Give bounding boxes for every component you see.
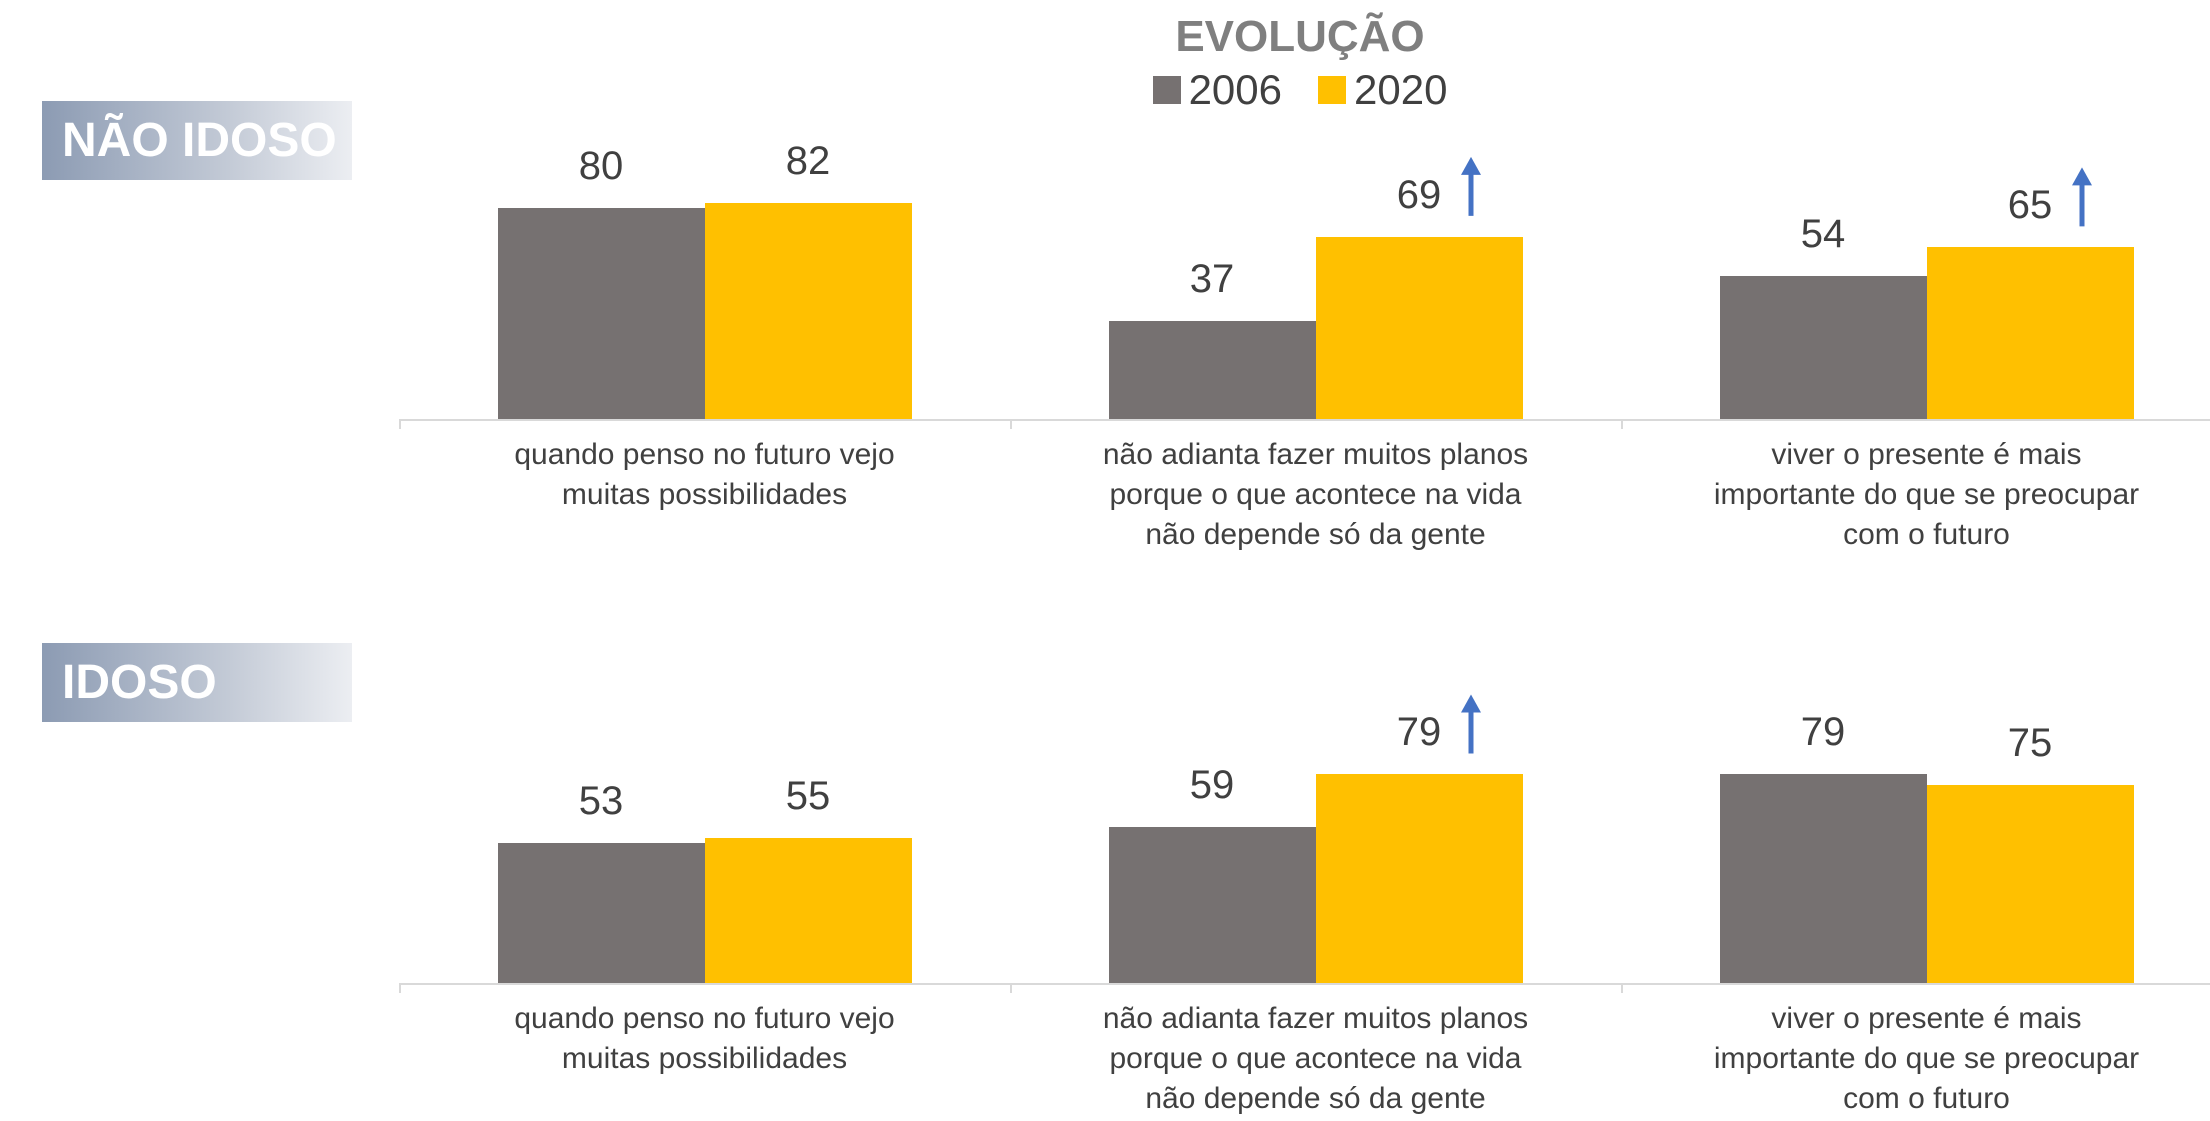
value-label: 79 bbox=[1800, 710, 1846, 755]
bar bbox=[497, 843, 705, 983]
value-label: 75 bbox=[2007, 721, 2053, 765]
x-tick bbox=[1010, 419, 1012, 429]
legend-item: 2006 bbox=[1152, 66, 1282, 114]
value-label: 59 bbox=[1189, 763, 1235, 808]
bar bbox=[1719, 774, 1927, 983]
value-label: 54 bbox=[1800, 212, 1846, 257]
x-tick bbox=[1621, 419, 1623, 429]
value-label: 79 bbox=[1396, 710, 1442, 755]
chart-title: EVOLUÇÃO bbox=[1175, 12, 1425, 61]
panel-box bbox=[42, 101, 352, 180]
value-label: 53 bbox=[578, 779, 624, 824]
legend: 2006 2020 bbox=[1000, 66, 1600, 114]
panel-title: IDOSO bbox=[62, 656, 217, 709]
bar bbox=[1108, 321, 1316, 419]
x-tick-label: não adianta fazer muitos planos porque o… bbox=[1102, 1002, 1529, 1115]
panel-title: NÃO IDOSO bbox=[62, 114, 337, 167]
bar bbox=[1315, 774, 1523, 983]
bar bbox=[1315, 236, 1523, 419]
x-tick bbox=[1010, 983, 1012, 993]
value-label: 80 bbox=[578, 143, 624, 188]
legend-label: 2020 bbox=[1354, 66, 1448, 113]
value-label: 69 bbox=[1396, 172, 1442, 217]
legend-swatch bbox=[1152, 76, 1181, 104]
value-label: 65 bbox=[2007, 183, 2053, 228]
bar bbox=[1926, 785, 2134, 983]
x-tick-label: viver o presente é mais importante do qu… bbox=[1713, 1002, 2140, 1115]
x-tick-label: quando penso no futuro vejo muitas possi… bbox=[514, 438, 895, 511]
bar bbox=[704, 837, 912, 983]
legend-label: 2006 bbox=[1188, 66, 1282, 113]
x-tick-label: não adianta fazer muitos planos porque o… bbox=[1102, 438, 1529, 551]
x-tick bbox=[399, 983, 401, 993]
value-label: 55 bbox=[785, 773, 831, 818]
bar bbox=[1108, 827, 1316, 983]
x-tick bbox=[399, 419, 401, 429]
legend-swatch bbox=[1318, 76, 1346, 104]
x-tick-label: viver o presente é mais importante do qu… bbox=[1713, 438, 2140, 551]
bar bbox=[1719, 276, 1927, 419]
x-tick bbox=[1621, 983, 1623, 993]
x-axis bbox=[399, 419, 2210, 421]
x-axis bbox=[399, 983, 2210, 985]
bar bbox=[1926, 247, 2134, 419]
legend-item: 2020 bbox=[1318, 66, 1447, 114]
value-label: 37 bbox=[1189, 257, 1235, 302]
panel-box bbox=[42, 643, 352, 722]
x-tick-label: quando penso no futuro vejo muitas possi… bbox=[514, 1002, 895, 1075]
value-label: 82 bbox=[785, 138, 831, 183]
bar bbox=[497, 207, 705, 419]
bar bbox=[704, 202, 912, 419]
